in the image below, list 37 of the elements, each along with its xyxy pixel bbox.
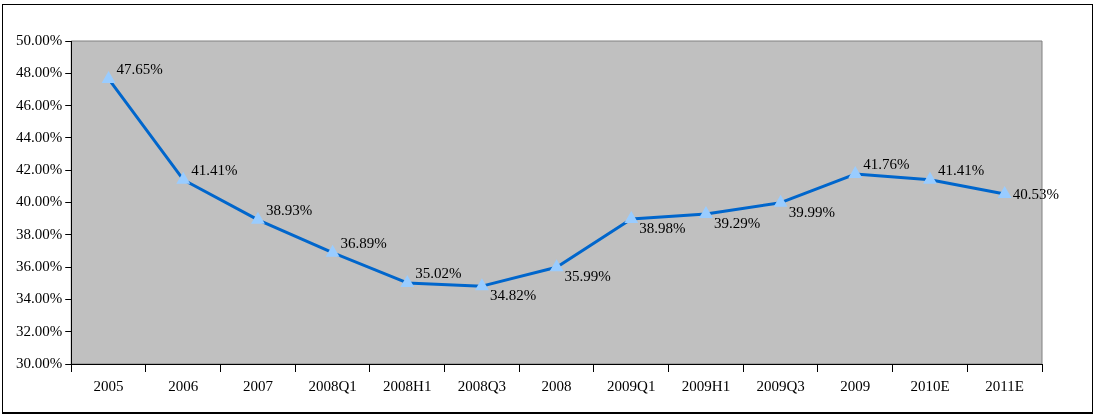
y-tick-label: 48.00%	[16, 64, 63, 81]
data-label: 41.41%	[191, 161, 238, 178]
x-tick-label: 2006	[168, 377, 199, 394]
x-tick-label: 2008Q1	[308, 377, 357, 394]
y-tick-label: 38.00%	[16, 225, 63, 242]
y-tick-label: 46.00%	[16, 96, 63, 113]
x-tick-label: 2005	[93, 377, 124, 394]
x-tick-label: 2008H1	[383, 377, 432, 394]
data-label: 38.93%	[265, 201, 313, 218]
y-tick-label: 50.00%	[16, 31, 63, 48]
x-tick-label: 2010E	[910, 377, 950, 394]
data-label: 38.98%	[639, 219, 686, 236]
data-label: 40.53%	[1012, 185, 1059, 202]
y-tick-label: 40.00%	[16, 193, 63, 210]
data-label: 39.99%	[788, 203, 835, 220]
x-tick-label: 2009	[840, 377, 871, 394]
y-tick-label: 42.00%	[16, 161, 63, 178]
y-tick-label: 30.00%	[16, 354, 63, 371]
y-tick-label: 34.00%	[16, 290, 63, 307]
x-tick-label: 2008Q3	[457, 377, 507, 394]
x-tick-label: 2011E	[985, 377, 1024, 394]
data-label: 39.29%	[713, 214, 761, 231]
data-label: 34.82%	[489, 287, 537, 304]
data-label: 35.99%	[564, 268, 611, 285]
data-label: 35.02%	[415, 264, 462, 281]
x-tick-label: 2009H1	[681, 377, 731, 394]
data-label: 36.89%	[340, 234, 387, 251]
data-label: 41.41%	[937, 161, 985, 178]
x-tick-label: 2007	[242, 377, 274, 394]
data-label: 41.76%	[863, 156, 910, 173]
x-tick-label: 2009Q3	[756, 377, 805, 394]
data-label: 47.65%	[116, 60, 163, 77]
y-tick-label: 36.00%	[16, 258, 63, 275]
x-tick-label: 2008	[541, 377, 572, 394]
y-tick-label: 32.00%	[16, 322, 63, 339]
x-tick-label: 2009Q1	[607, 377, 656, 394]
y-tick-label: 44.00%	[16, 128, 63, 145]
